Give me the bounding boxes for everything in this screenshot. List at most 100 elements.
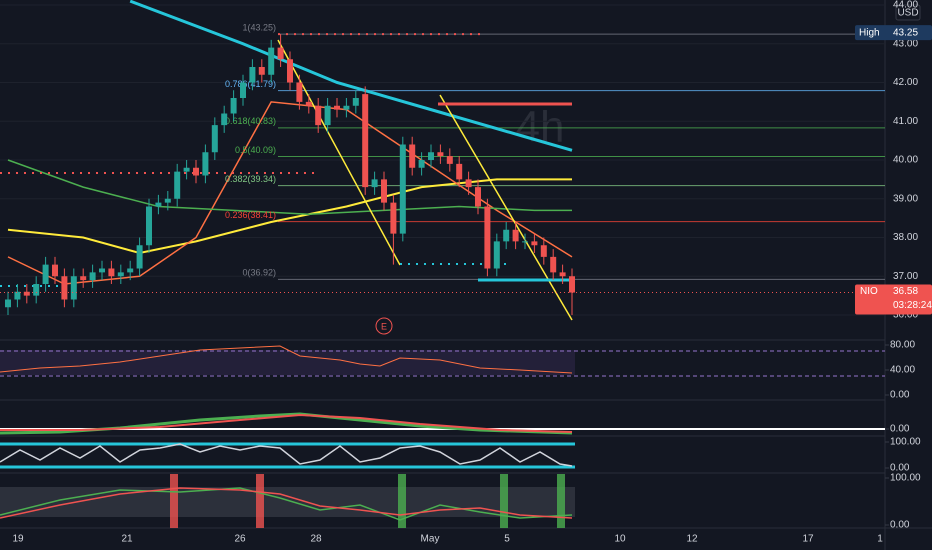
moving-average [7,159,572,216]
candle-body [230,98,237,114]
candle-body [522,241,528,243]
candle-body [42,264,49,284]
candle-body [315,105,322,126]
osc2-signal [0,487,573,519]
candle-body [89,272,96,281]
candle-body [268,47,275,75]
high-badge-label: High [859,28,880,39]
fib-label: 0.382(39.34) [225,174,276,184]
stoch-line [0,443,573,467]
signal-bar [398,474,406,528]
candle-body [437,152,444,157]
candle-body [475,187,481,207]
candle-body [99,268,105,273]
x-tick-label: 10 [614,534,626,545]
osc2-line [0,487,573,521]
last-price: 36.58 [893,286,918,297]
y-tick-label: 43.00 [893,38,918,49]
candle-body [305,101,312,106]
candle-body [324,105,331,126]
candle-body [240,82,246,98]
candle-body [61,276,68,300]
fib-label: 0(36.92) [242,268,276,278]
y-tick-label: 36.00 [893,310,918,321]
event-icon[interactable] [375,317,393,335]
fib-label: 0.236(38.41) [225,210,276,220]
candle-body [569,276,575,293]
candle-body [428,152,434,160]
countdown: 03:28:24 [893,300,932,311]
candle-body [70,276,77,300]
band [0,487,575,517]
pane-tick-label: 40.00 [890,365,915,376]
candle-body [127,268,134,273]
moving-average [7,101,573,285]
signal-bar [256,474,264,528]
candle-body [136,245,143,269]
rsi-line [0,345,573,374]
pane-tick-label: 100.00 [890,473,921,484]
y-tick-label: 41.00 [893,116,918,127]
candle-body [531,241,538,246]
y-tick-label: 44.00 [893,0,918,11]
high-badge [855,25,932,41]
candle-body [334,105,340,110]
candle-body [174,171,181,199]
pane-tick-label: 80.00 [890,340,915,351]
event-label[interactable]: E [381,321,387,331]
candle-body [14,291,21,300]
y-tick-label: 40.00 [893,155,918,166]
candle-body [249,67,256,83]
candle-body [164,198,171,203]
signal-bar [500,474,508,528]
high-badge-value: 43.25 [893,28,918,39]
candle-body [33,284,40,296]
candle-body [493,241,500,269]
candle-body [277,47,284,60]
candle-body [540,245,547,257]
trend-line [277,39,401,266]
x-tick-label: 19 [12,534,24,545]
candle-body [399,144,406,234]
currency[interactable]: USD [897,8,918,19]
pane-tick-label: 0.00 [890,424,910,435]
candle-body [193,167,199,176]
candle-body [108,268,115,277]
fib-label: 0.618(40.83) [225,116,276,126]
candle-body [117,272,124,277]
osc-signal [0,413,573,433]
candle-body [202,152,209,176]
candle-body [221,113,228,126]
x-tick-label: 28 [310,534,322,545]
y-tick-label: 42.00 [893,77,918,88]
trend-line [439,94,573,321]
pane-tick-label: 0.00 [890,520,910,531]
y-tick-label: 39.00 [893,193,918,204]
pane-tick-label: 0.00 [890,463,910,474]
candle-body [512,229,519,242]
candle-body [80,276,87,281]
price-badge [855,284,932,315]
x-tick-label: 5 [504,534,510,545]
y-tick-label: 37.00 [893,271,918,282]
candle-body [52,264,58,277]
candle-body [23,291,30,296]
rsi-band [0,350,575,375]
candle-body [409,144,416,168]
currency-box[interactable] [895,4,921,21]
candle-body [362,94,369,188]
candle-body [465,179,472,188]
x-tick-label: 17 [802,534,814,545]
candle-body [446,156,453,164]
candle-body [5,299,11,308]
fib-label: 0.5(40.09) [235,145,276,155]
candle-body [484,206,491,269]
candle-body [418,160,425,168]
candle-body [550,256,557,273]
fib-label: 0.786(41.79) [225,79,276,89]
candle-body [390,202,397,234]
candle-body [211,125,218,153]
pane-tick-label: 0.00 [890,390,910,401]
watermark: 4h [516,103,565,152]
